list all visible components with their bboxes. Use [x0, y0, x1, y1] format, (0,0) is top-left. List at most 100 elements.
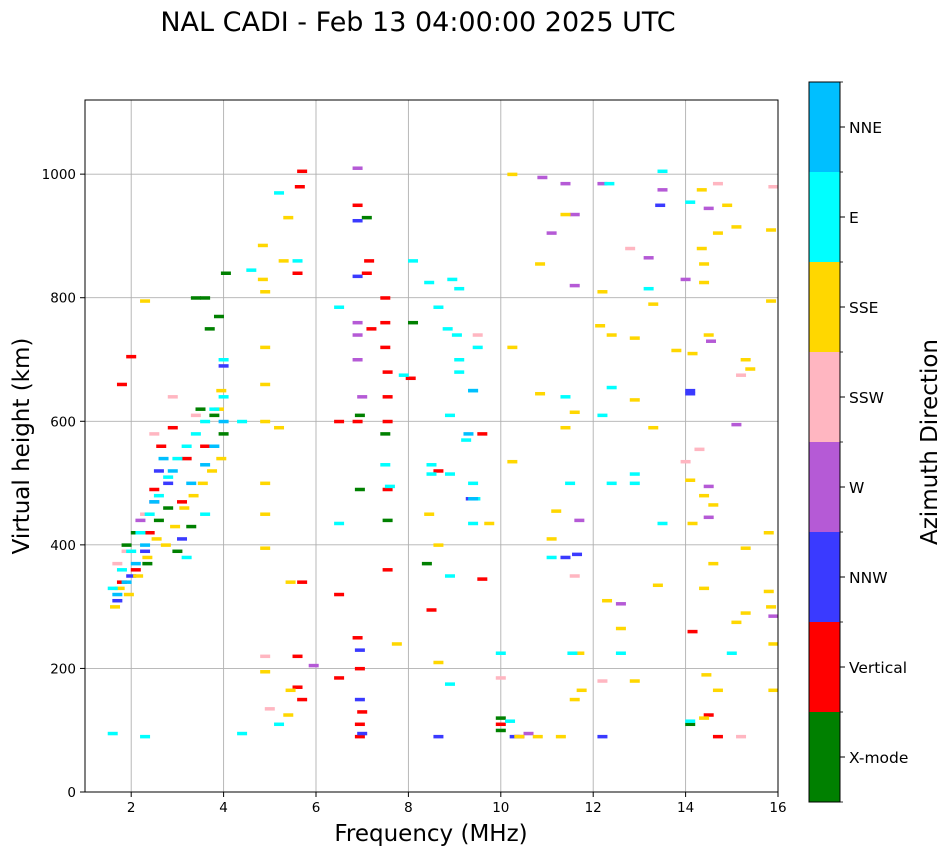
data-point — [426, 472, 437, 476]
data-point — [731, 225, 742, 229]
data-point — [366, 327, 377, 331]
data-point — [144, 531, 155, 535]
data-point — [768, 614, 779, 618]
data-point — [116, 568, 127, 572]
data-point — [334, 521, 345, 526]
data-point — [153, 518, 164, 523]
data-point — [495, 716, 506, 720]
data-point — [648, 425, 659, 430]
data-point — [220, 271, 231, 275]
colorbar-label: SSE — [849, 299, 878, 317]
data-point — [477, 577, 488, 581]
data-point — [186, 481, 197, 486]
data-point — [352, 218, 363, 223]
series-nne — [112, 388, 479, 597]
data-point — [260, 481, 271, 486]
data-point — [354, 648, 365, 652]
data-point — [260, 345, 271, 350]
series-sse — [110, 172, 779, 739]
data-point — [260, 290, 271, 294]
data-point — [121, 543, 132, 547]
data-point — [167, 469, 178, 473]
data-point — [569, 283, 580, 288]
data-point — [334, 676, 345, 680]
data-point — [167, 395, 178, 399]
data-point — [260, 654, 271, 659]
data-point — [135, 518, 146, 523]
y-tick-label: 200 — [50, 661, 76, 677]
data-point — [172, 456, 183, 461]
colorbar-segment — [809, 712, 840, 802]
data-point — [107, 586, 118, 591]
colorbar-label: E — [849, 209, 859, 227]
data-point — [153, 493, 164, 498]
data-point — [768, 688, 779, 693]
data-point — [560, 212, 571, 217]
data-point — [163, 506, 174, 510]
data-point — [200, 419, 211, 424]
data-point — [297, 580, 308, 584]
data-point — [160, 543, 171, 547]
data-point — [615, 626, 626, 631]
data-point — [657, 521, 668, 526]
data-point — [151, 537, 162, 541]
data-point — [140, 299, 151, 303]
data-point — [308, 663, 319, 668]
data-point — [190, 432, 201, 436]
data-point — [768, 642, 779, 646]
data-point — [142, 561, 153, 566]
data-point — [468, 481, 479, 486]
data-point — [257, 243, 268, 248]
data-point — [595, 324, 606, 328]
data-point — [685, 719, 696, 723]
data-point — [726, 651, 737, 655]
data-point — [130, 568, 141, 572]
data-point — [703, 515, 714, 520]
colorbar: X-mode Vertical NNW W SSW SSE E NNE — [808, 81, 908, 803]
data-point — [699, 586, 710, 591]
data-point — [260, 382, 271, 387]
data-point — [352, 358, 363, 362]
data-point — [442, 327, 453, 331]
data-point — [260, 546, 271, 550]
data-point — [629, 398, 640, 402]
colorbar-label: W — [849, 479, 864, 497]
data-point — [405, 376, 416, 381]
data-point — [200, 463, 211, 467]
data-point — [200, 444, 211, 448]
data-point — [699, 493, 710, 498]
data-point — [597, 679, 608, 683]
data-point — [685, 200, 696, 204]
data-point — [297, 169, 308, 174]
data-point — [149, 500, 160, 504]
colorbar-segment — [809, 532, 840, 622]
data-point — [121, 580, 132, 584]
data-point — [364, 259, 375, 263]
data-point — [507, 345, 518, 350]
data-point — [687, 351, 698, 356]
data-point — [625, 246, 636, 251]
data-point — [188, 493, 199, 498]
data-point — [163, 481, 174, 486]
data-point — [382, 395, 393, 399]
data-point — [463, 432, 474, 436]
data-point — [657, 188, 668, 192]
data-point — [116, 382, 127, 387]
y-tick-label: 0 — [67, 785, 76, 801]
data-point — [292, 259, 303, 263]
grid-lines — [85, 100, 778, 792]
y-tick-label: 1000 — [42, 167, 76, 183]
data-point — [382, 518, 393, 523]
data-point — [216, 388, 227, 393]
data-point — [576, 688, 587, 693]
data-point — [712, 688, 723, 693]
data-point — [352, 636, 363, 640]
series-nnw — [112, 203, 696, 739]
colorbar-frame — [808, 81, 841, 803]
data-point — [712, 231, 723, 235]
data-point — [352, 166, 363, 170]
data-point — [694, 447, 705, 452]
data-point — [216, 456, 227, 461]
data-point — [685, 388, 696, 393]
plot-frame — [84, 99, 779, 793]
